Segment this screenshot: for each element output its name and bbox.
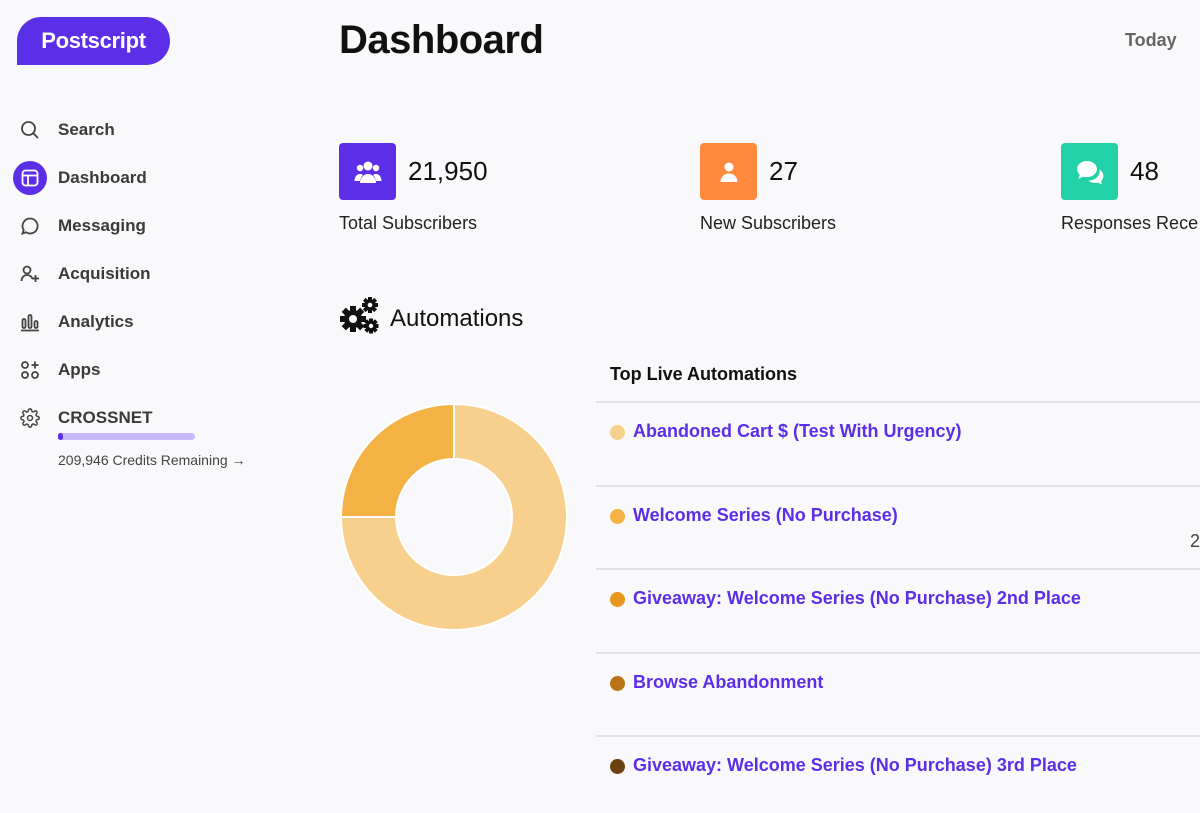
automation-link[interactable]: Abandoned Cart $ (Test With Urgency) (633, 421, 962, 441)
sidebar-item-messaging[interactable]: Messaging (13, 202, 293, 250)
bar-chart-icon (13, 305, 47, 339)
dashboard-icon (13, 161, 47, 195)
automation-link[interactable]: Browse Abandonment (633, 671, 824, 692)
stat-total-subscribers: 21,950 Total Subscribers (339, 143, 488, 233)
chat-bubble-icon (13, 209, 47, 243)
sidebar-item-label: Messaging (58, 216, 146, 235)
search-icon (13, 113, 47, 147)
stat-label: Total Subscribers (339, 213, 478, 233)
stat-label: New Subscribers (700, 213, 837, 233)
credits-progress-fill (58, 433, 64, 440)
sidebar-item-analytics[interactable]: Analytics (13, 298, 293, 346)
sidebar-item-search[interactable]: Search (13, 106, 293, 154)
credits-remaining-link[interactable]: 209,946 Credits Remaining → (58, 452, 246, 468)
sidebar-item-label: Acquisition (58, 264, 151, 283)
sidebar-item-dashboard[interactable]: Dashboard (13, 154, 293, 202)
donut-slice-1[interactable] (340, 403, 455, 518)
gears-icon (339, 297, 379, 340)
list-item: Browse Abandonment (596, 651, 1200, 736)
gear-icon (13, 401, 47, 435)
stat-value: 27 (769, 156, 798, 186)
sidebar-item-label: CROSSNET (58, 408, 153, 427)
sidebar-item-label: Dashboard (58, 168, 147, 187)
credits-progress-bar (58, 433, 195, 440)
automations-donut-chart (340, 403, 568, 631)
stat-value: 21,950 (408, 156, 488, 186)
date-filter-button[interactable]: Today (1125, 30, 1177, 50)
automation-link[interactable]: Giveaway: Welcome Series (No Purchase) 3… (633, 755, 1077, 775)
postscript-logo[interactable]: Postscript (17, 17, 170, 65)
legend-dot (610, 675, 625, 691)
sidebar-item-label: Apps (58, 360, 101, 379)
legend-dot (610, 759, 625, 774)
legend-dot (610, 508, 625, 524)
stat-new-subscribers: 27 New Subscribers (700, 143, 836, 233)
apps-grid-icon (13, 353, 47, 387)
sidebar-item-acquisition[interactable]: Acquisition (13, 250, 293, 298)
page-title: Dashboard (339, 18, 544, 62)
automation-metric: 2 (1189, 530, 1200, 551)
list-item: Giveaway: Welcome Series (No Purchase) 2… (596, 568, 1200, 652)
stat-responses-received: 48 Responses Rece (1061, 143, 1198, 233)
automation-link[interactable]: Welcome Series (No Purchase) (633, 504, 898, 525)
top-live-automations-title: Top Live Automations (610, 364, 797, 384)
automations-list: Abandoned Cart $ (Test With Urgency) Wel… (596, 401, 1200, 813)
automations-header: Automations (339, 297, 523, 340)
list-item: Welcome Series (No Purchase) 2 (596, 484, 1200, 569)
stat-label: Responses Rece (1061, 213, 1199, 233)
chat-bubbles-icon (1061, 143, 1118, 200)
stat-value: 48 (1130, 156, 1159, 186)
sidebar-item-crossnet[interactable]: CROSSNET (13, 394, 293, 442)
automations-title: Automations (390, 304, 524, 332)
list-item: Abandoned Cart $ (Test With Urgency) (596, 401, 1200, 485)
donut-slice-0[interactable] (340, 403, 568, 631)
user-icon (700, 143, 757, 200)
legend-dot (610, 425, 625, 440)
sidebar-item-label: Search (58, 120, 115, 139)
sidebar-nav: Search Dashboard Messaging Acquisition A… (13, 106, 293, 442)
users-group-icon (339, 143, 396, 200)
sidebar-item-label: Analytics (58, 312, 134, 331)
legend-dot (610, 592, 625, 607)
automation-link[interactable]: Giveaway: Welcome Series (No Purchase) 2… (633, 588, 1081, 608)
sidebar-item-apps[interactable]: Apps (13, 346, 293, 394)
add-user-icon (13, 257, 47, 291)
credits-meter[interactable]: 209,946 Credits Remaining → (58, 433, 278, 468)
list-item: Giveaway: Welcome Series (No Purchase) 3… (596, 735, 1200, 813)
